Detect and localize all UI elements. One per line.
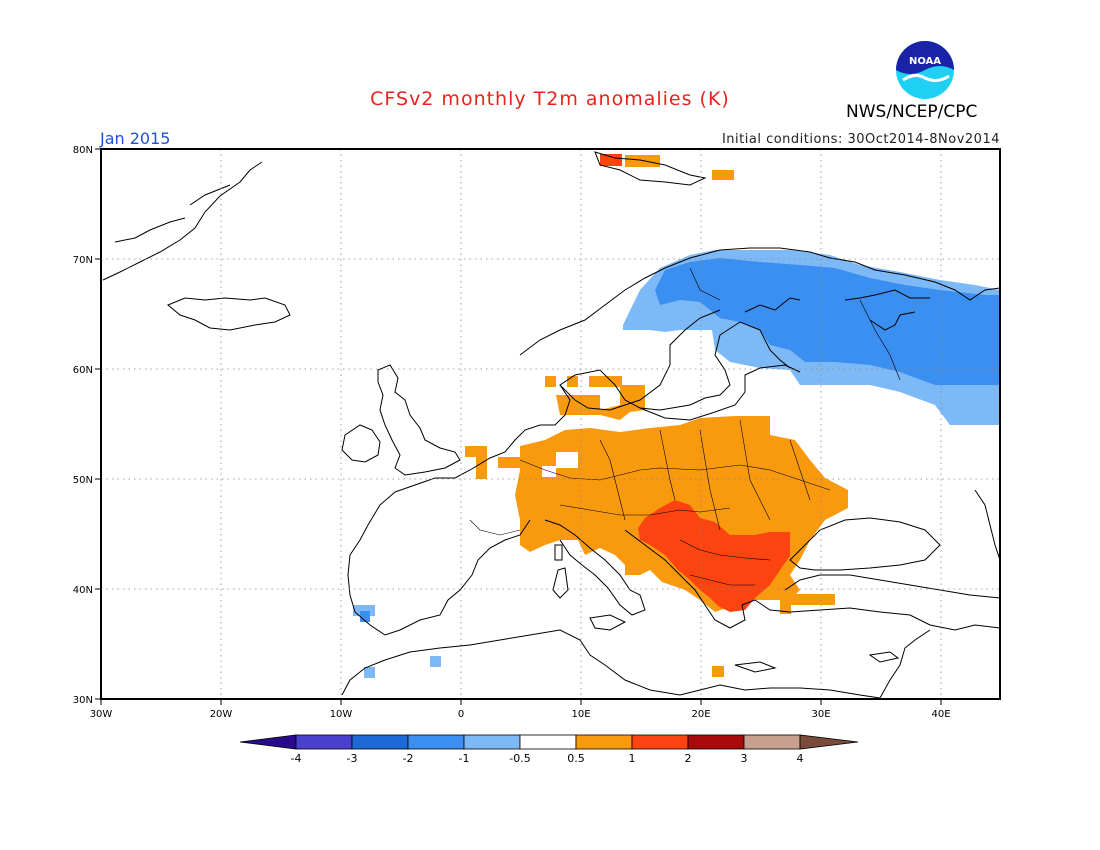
coastlines (102, 151, 1000, 699)
colorbar-swatch (743, 734, 801, 750)
colorbar-label: 4 (796, 752, 804, 765)
logo-text: NOAA (909, 56, 941, 67)
colorbar-label: -0.5 (509, 752, 531, 765)
colorbar-label: -3 (346, 752, 358, 765)
colorbar-label: -2 (402, 752, 414, 765)
lat-label: 30N (73, 695, 93, 706)
colorbar-label: 3 (740, 752, 748, 765)
colorbar-label: 2 (684, 752, 692, 765)
lon-label: 0 (458, 709, 464, 720)
lat-label: 40N (73, 585, 93, 596)
colorbar-arrow-min (239, 734, 297, 750)
lat-label: 80N (73, 145, 93, 156)
lat-label: 70N (73, 255, 93, 266)
warm-anomaly-strong (638, 500, 790, 612)
borders (469, 267, 901, 586)
lon-label: 30W (90, 709, 113, 720)
colorbar-label: 0.5 (567, 752, 585, 765)
colorbar-label: 1 (628, 752, 636, 765)
colorbar-swatch (295, 734, 353, 750)
colorbar-label: -4 (290, 752, 302, 765)
colorbar-arrow-max (799, 734, 859, 750)
noaa-logo: NOAA (896, 41, 954, 99)
lon-labels: 30W 20W 10W 0 10E 20E 30E 40E (90, 709, 951, 720)
anomaly-shading (353, 154, 1000, 678)
tick-marks (95, 148, 942, 705)
lat-label: 50N (73, 475, 93, 486)
colorbar-swatch (519, 734, 577, 750)
colorbar-swatch (463, 734, 521, 750)
colorbar-swatch (407, 734, 465, 750)
colorbar-swatch (351, 734, 409, 750)
map-frame (100, 148, 1001, 700)
lon-label: 30E (811, 709, 830, 720)
colorbar (239, 734, 859, 750)
lat-labels: 80N 70N 60N 50N 40N 30N (73, 145, 93, 706)
lon-label: 10E (571, 709, 590, 720)
month-label: Jan 2015 (100, 129, 171, 148)
colorbar-swatch (687, 734, 745, 750)
lon-label: 40E (931, 709, 950, 720)
lat-label: 60N (73, 365, 93, 376)
colorbar-swatch (575, 734, 633, 750)
lon-label: 20E (691, 709, 710, 720)
cold-anomaly-medium (655, 258, 1000, 385)
lon-label: 20W (210, 709, 233, 720)
agency-label: NWS/NCEP/CPC (846, 102, 978, 122)
chart-title: CFSv2 monthly T2m anomalies (K) (370, 88, 730, 110)
initial-conditions-label: Initial conditions: 30Oct2014-8Nov2014 (721, 132, 1000, 147)
colorbar-label: -1 (458, 752, 470, 765)
lon-label: 10W (330, 709, 353, 720)
gridlines (101, 149, 1000, 699)
colorbar-swatch (631, 734, 689, 750)
